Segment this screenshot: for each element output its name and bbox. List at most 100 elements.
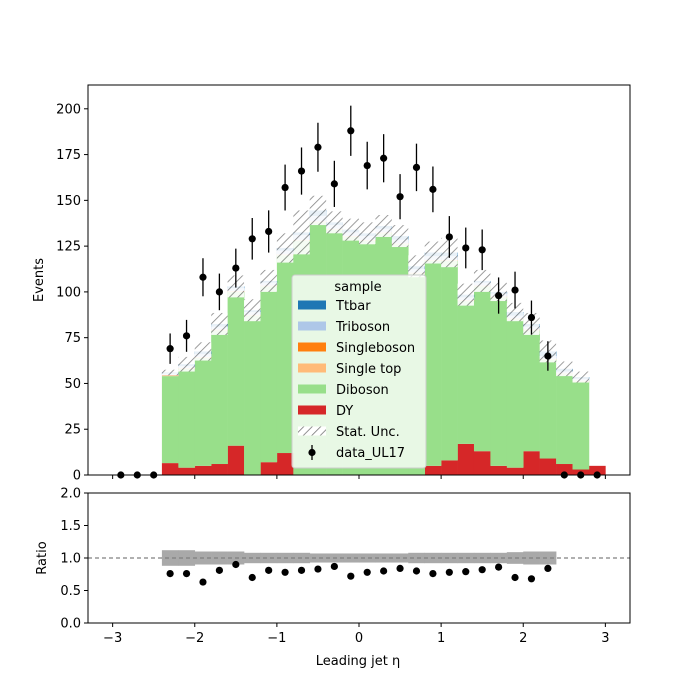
bar-dy xyxy=(588,465,606,475)
bar-diboson xyxy=(276,255,294,454)
bar-dy xyxy=(539,458,557,475)
bar-diboson xyxy=(194,357,212,466)
bar-diboson xyxy=(161,376,179,464)
ratio-point xyxy=(347,572,355,580)
bar-dy xyxy=(161,463,179,475)
main-x-ticks xyxy=(112,475,606,479)
ratio-point xyxy=(429,570,437,578)
ratio-point xyxy=(544,564,552,573)
ratio-band-bin xyxy=(260,552,278,564)
ratio-point xyxy=(248,573,256,582)
stat-unc-bin xyxy=(326,211,343,234)
data-point xyxy=(281,183,289,192)
bar-diboson xyxy=(506,319,524,468)
bar-diboson xyxy=(473,286,491,452)
ratio-band-bin xyxy=(391,553,409,563)
bar-dy xyxy=(194,465,212,475)
ratio-point xyxy=(314,565,322,573)
stat-unc-bin xyxy=(424,241,442,264)
ratio-band-bin xyxy=(441,552,458,564)
data-point xyxy=(396,193,404,201)
legend-title: sample xyxy=(334,280,381,295)
bar-diboson xyxy=(523,330,540,452)
stat-unc-bin xyxy=(457,283,474,306)
bar-dy xyxy=(441,460,458,475)
ratio-point xyxy=(445,568,453,576)
bar-diboson xyxy=(539,359,557,459)
stat-unc-bin xyxy=(375,215,392,237)
stat-unc-bin xyxy=(342,218,359,241)
ratio-y-axis-label: Ratio xyxy=(35,541,50,574)
y-tick-label: 25 xyxy=(64,423,81,438)
bar-dy xyxy=(506,467,524,475)
bar-diboson xyxy=(572,381,590,470)
bar-dy xyxy=(424,465,442,475)
data-point xyxy=(297,167,306,175)
main-y-axis-label: Events xyxy=(32,258,47,302)
ratio-point xyxy=(281,568,289,576)
ratio-point xyxy=(215,566,223,574)
data-point xyxy=(544,352,552,360)
stat-unc-bin xyxy=(408,255,425,278)
ratio-point xyxy=(412,567,421,575)
y-tick-label: 0 xyxy=(73,469,81,484)
ratio-point xyxy=(462,568,470,576)
stat-unc-bin xyxy=(161,369,179,376)
data-point xyxy=(330,180,338,188)
bar-diboson xyxy=(441,260,458,461)
x-tick-label: −3 xyxy=(103,631,122,646)
stat-unc-bin xyxy=(211,312,228,335)
x-tick-label: 3 xyxy=(601,631,609,646)
stat-unc-bin xyxy=(359,222,376,245)
bar-dy xyxy=(490,465,508,475)
bar-diboson xyxy=(556,374,573,465)
data-point xyxy=(232,264,240,272)
ratio-y-ticks: 0.0 0.5 1.0 1.5 2.0 xyxy=(60,487,88,632)
ratio-plot: 0.0 0.5 1.0 1.5 2.0 −3 −2 −1 0 1 2 3 Ratio Leading… xyxy=(35,487,631,669)
data-point xyxy=(199,273,207,281)
legend-label: Singleboson xyxy=(336,341,415,356)
bar-diboson xyxy=(457,301,475,444)
ratio-band-bin xyxy=(161,550,179,566)
bar-diboson xyxy=(490,297,508,466)
data-point xyxy=(166,345,174,353)
ratio-point xyxy=(330,562,338,571)
legend-swatch-dy xyxy=(298,405,326,415)
ratio-y-tick-label: 0.5 xyxy=(60,584,81,599)
ratio-band-bin xyxy=(457,552,475,564)
bar-single-top xyxy=(161,375,179,377)
legend-label: DY xyxy=(336,404,353,419)
y-tick-label: 150 xyxy=(56,194,81,209)
x-tick-label: 0 xyxy=(355,631,363,646)
data-point xyxy=(495,291,503,300)
ratio-point xyxy=(232,560,240,569)
ratio-point xyxy=(297,566,306,574)
bar-diboson xyxy=(424,260,442,466)
bar-dy xyxy=(276,453,294,475)
legend-label: Ttbar xyxy=(335,299,371,314)
data-point xyxy=(248,235,256,243)
ratio-band-bin xyxy=(408,552,425,564)
legend-swatch-single-top xyxy=(298,363,326,373)
legend-swatch-triboson xyxy=(298,321,326,331)
ratio-point xyxy=(199,578,207,586)
ratio-point xyxy=(166,570,174,578)
bar-diboson xyxy=(211,330,228,465)
ratio-y-tick-label: 1.0 xyxy=(60,552,81,567)
data-point xyxy=(314,143,322,151)
bar-dy xyxy=(211,464,228,475)
bar-diboson xyxy=(244,315,261,475)
ratio-point xyxy=(182,570,191,578)
stat-unc-bin xyxy=(178,356,195,372)
bar-dy xyxy=(457,443,475,475)
legend: sample Ttbar Triboson Singleboson Single to… xyxy=(291,274,427,469)
stat-unc-bin xyxy=(194,342,212,361)
x-tick-label: −1 xyxy=(267,631,286,646)
data-point xyxy=(182,332,191,340)
stat-unc-bin xyxy=(391,225,409,248)
ratio-point xyxy=(478,566,486,574)
ratio-y-tick-label: 1.5 xyxy=(60,519,81,534)
legend-swatch-ttbar xyxy=(298,300,326,310)
data-point xyxy=(429,185,437,193)
ratio-point xyxy=(495,563,503,571)
